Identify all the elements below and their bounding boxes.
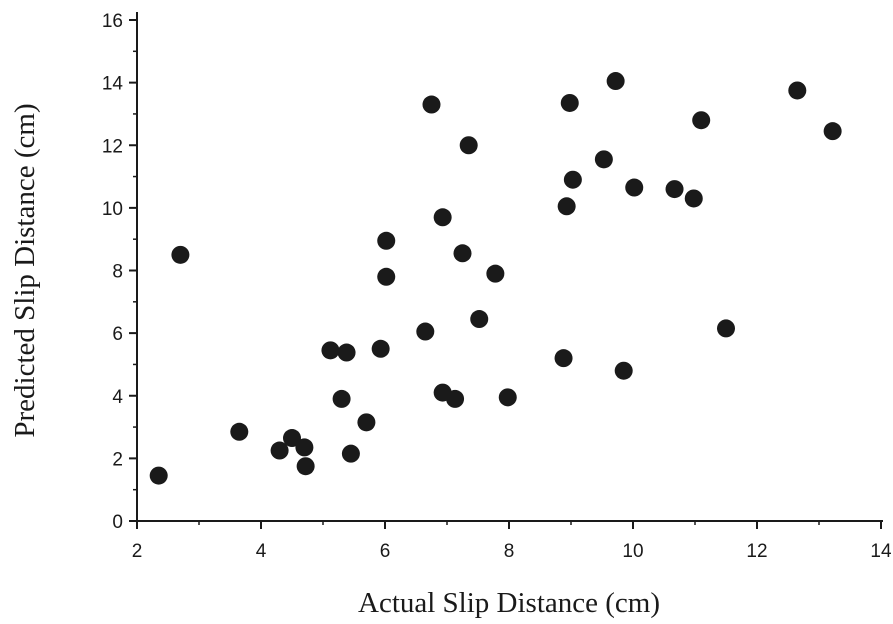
data-point bbox=[453, 244, 472, 263]
x-tick-label: 6 bbox=[380, 541, 391, 562]
data-point bbox=[321, 341, 340, 360]
data-point bbox=[171, 245, 190, 264]
y-tick-label: 8 bbox=[112, 262, 123, 283]
data-point bbox=[717, 319, 735, 338]
data-point bbox=[486, 264, 505, 283]
x-axis: 2 4 6 8 10 12 14 bbox=[132, 520, 892, 562]
data-point bbox=[416, 322, 435, 341]
data-point bbox=[377, 231, 396, 250]
y-tick-label: 16 bbox=[102, 11, 123, 32]
y-tick-label: 6 bbox=[112, 324, 123, 345]
data-point bbox=[337, 343, 356, 362]
data-point bbox=[230, 422, 249, 441]
data-point bbox=[560, 93, 579, 112]
y-tick-label: 4 bbox=[112, 387, 123, 408]
data-point bbox=[684, 189, 703, 208]
data-point bbox=[295, 438, 314, 457]
data-point bbox=[823, 122, 842, 141]
x-axis-title: Actual Slip Distance (cm) bbox=[358, 587, 660, 619]
x-tick-label: 14 bbox=[870, 541, 892, 562]
data-point bbox=[498, 388, 517, 407]
x-tick-label: 10 bbox=[622, 541, 643, 562]
data-point bbox=[554, 349, 573, 368]
data-point bbox=[563, 170, 582, 189]
data-point bbox=[296, 457, 315, 476]
data-point bbox=[594, 150, 613, 169]
data-point bbox=[625, 178, 644, 197]
y-tick-label: 12 bbox=[102, 136, 123, 157]
data-point bbox=[149, 466, 168, 485]
data-point bbox=[788, 81, 807, 100]
x-tick-label: 12 bbox=[746, 541, 767, 562]
x-tick-label: 8 bbox=[504, 541, 515, 562]
data-points bbox=[149, 72, 842, 485]
y-tick-label: 14 bbox=[102, 74, 124, 95]
data-point bbox=[446, 389, 465, 408]
x-tick-label: 4 bbox=[256, 541, 267, 562]
data-point bbox=[371, 339, 390, 358]
data-point bbox=[377, 267, 396, 286]
data-point bbox=[606, 72, 625, 91]
y-tick-label: 0 bbox=[112, 512, 123, 533]
y-tick-label: 2 bbox=[112, 449, 123, 470]
data-point bbox=[692, 111, 711, 130]
data-point bbox=[557, 197, 576, 216]
data-point bbox=[341, 444, 360, 463]
data-point bbox=[422, 95, 441, 114]
data-point bbox=[332, 389, 351, 408]
y-tick-label: 10 bbox=[102, 199, 123, 220]
data-point bbox=[614, 361, 633, 380]
data-point bbox=[283, 429, 301, 448]
x-tick-label: 2 bbox=[132, 541, 143, 562]
y-axis: 0 2 4 6 8 10 12 14 16 bbox=[102, 11, 138, 533]
data-point bbox=[357, 413, 376, 432]
y-axis-title: Predicted Slip Distance (cm) bbox=[9, 103, 41, 437]
data-point bbox=[470, 310, 489, 329]
data-point bbox=[270, 441, 289, 460]
data-point bbox=[665, 180, 684, 199]
data-point bbox=[459, 136, 478, 155]
data-point bbox=[433, 208, 452, 227]
